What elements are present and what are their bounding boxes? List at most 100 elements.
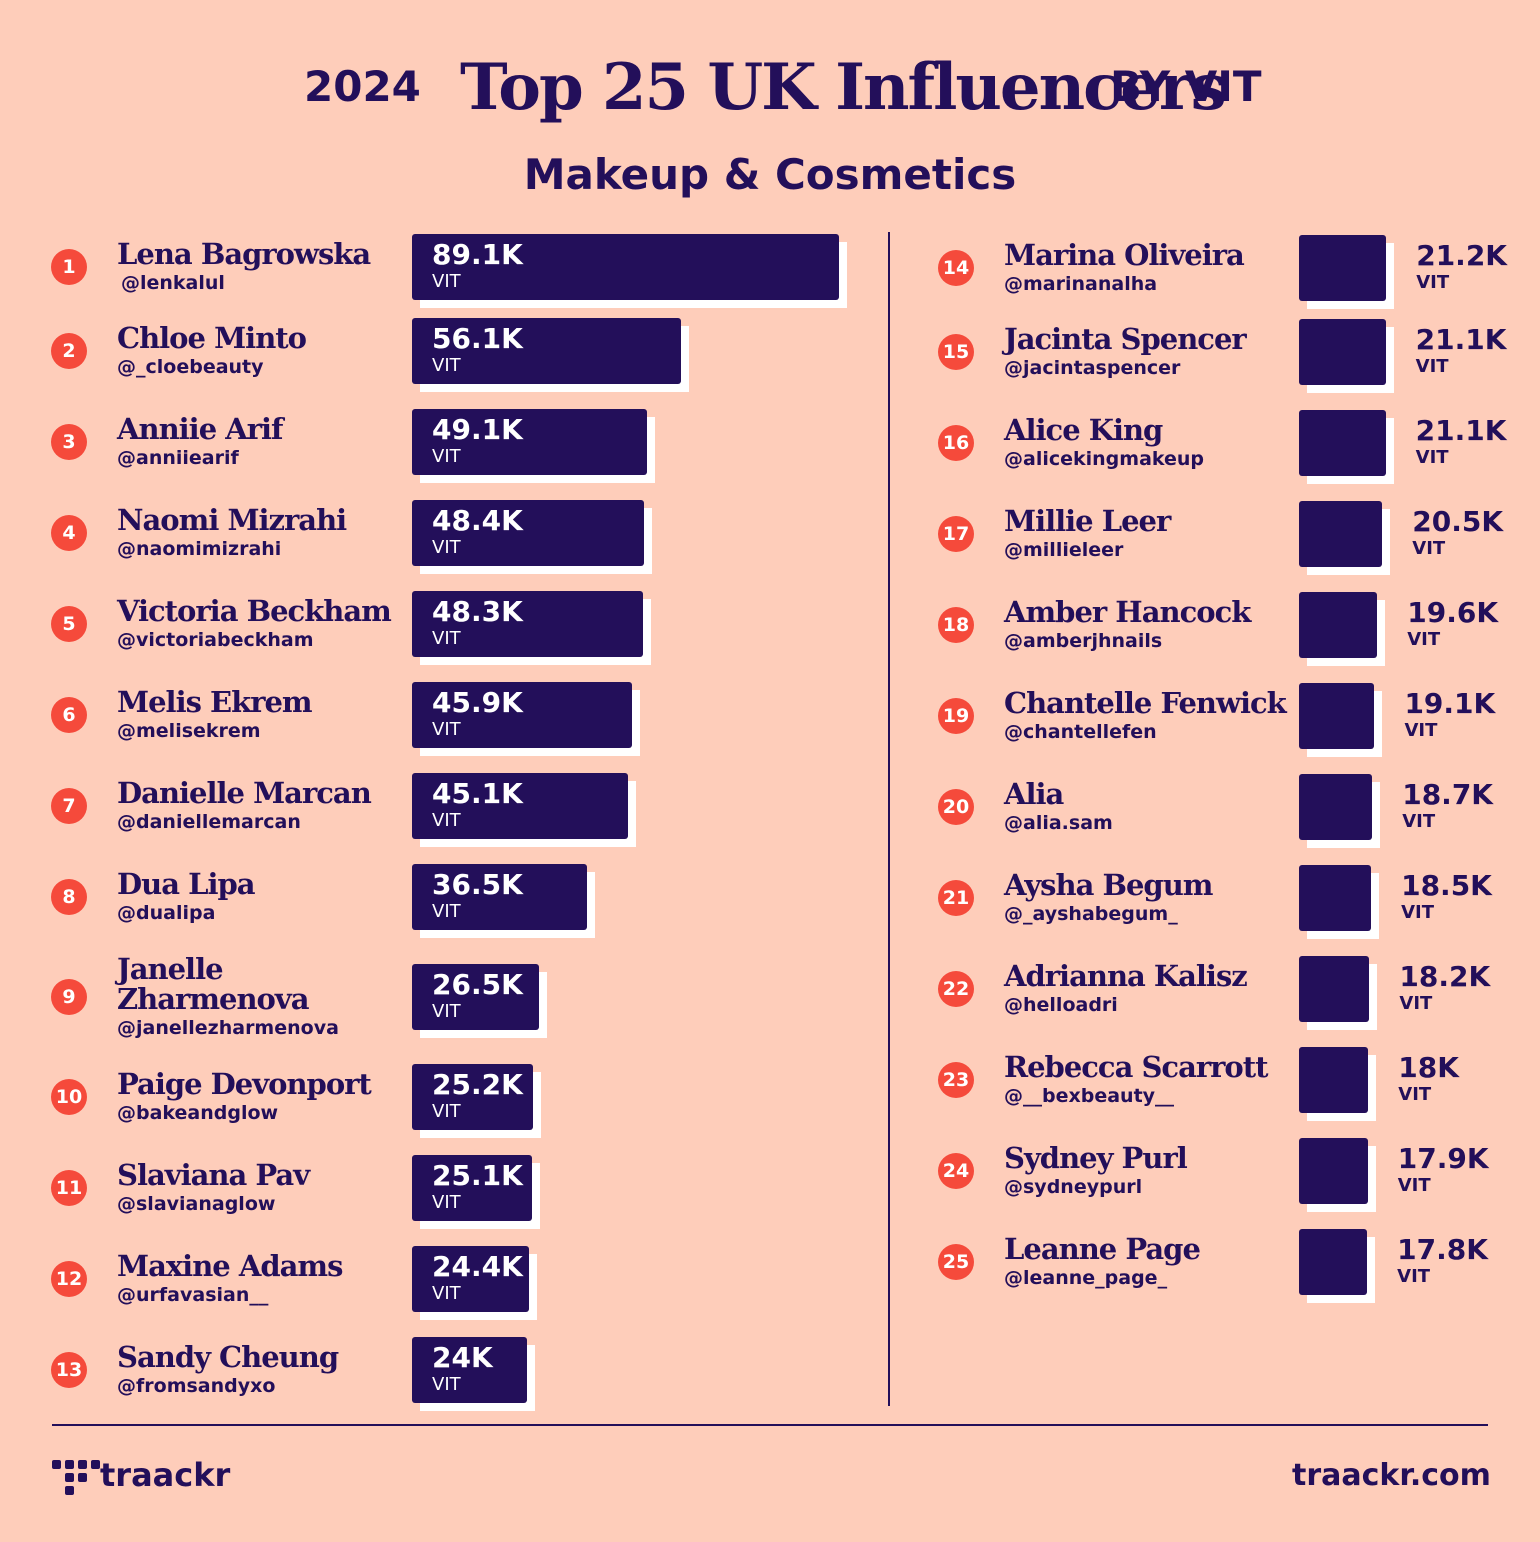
influencer-name: Marina Oliveira <box>1004 238 1245 272</box>
header-year: 2024 <box>304 62 421 111</box>
list-item: 18 Amber Hancock @amberjhnails 19.6K VIT <box>0 0 1540 666</box>
list-item: 25 Leanne Page @leanne_page_ 17.8K VIT <box>0 0 1540 1303</box>
influencer-handle: @melisekrem <box>117 720 261 742</box>
column-divider <box>888 232 890 1406</box>
header-subtitle: Makeup & Cosmetics <box>523 150 1017 199</box>
bar <box>1299 1047 1369 1113</box>
influencer-handle: @victoriabeckham <box>117 629 314 651</box>
rank-badge: 19 <box>938 698 974 734</box>
bar <box>412 591 644 657</box>
influencer-name: Dua Lipa <box>117 867 256 901</box>
value-label: 24K <box>432 1341 493 1374</box>
rank-badge: 1 <box>51 249 87 285</box>
bar <box>412 1064 533 1130</box>
value-unit: VIT <box>1404 720 1438 741</box>
value-unit: VIT <box>1415 356 1449 377</box>
rank-badge: 3 <box>51 424 87 460</box>
value-unit: VIT <box>1407 629 1441 650</box>
rank-badge: 21 <box>938 880 974 916</box>
influencer-handle: @marinanalha <box>1004 273 1158 295</box>
influencer-handle: @_cloebeauty <box>117 356 264 378</box>
influencer-handle: @naomimizrahi <box>117 538 282 560</box>
value-label: 25.1K <box>432 1159 523 1192</box>
value-unit: VIT <box>432 901 461 922</box>
value-label: 21.2K <box>1416 239 1507 272</box>
bar <box>1299 956 1370 1022</box>
rank-badge: 15 <box>938 334 974 370</box>
bar <box>1299 865 1372 931</box>
rank-badge: 10 <box>51 1079 87 1115</box>
list-item: 2 Chloe Minto @_cloebeauty 56.1K VIT <box>0 0 1540 392</box>
value-unit: VIT <box>1412 538 1446 559</box>
influencer-handle: @slavianaglow <box>117 1193 276 1215</box>
list-item: 9 Janelle Zharmenova @janellezharmenova 26.5… <box>0 0 1540 1039</box>
rank-badge: 14 <box>938 250 974 286</box>
list-item: 14 Marina Oliveira @marinanalha 21.2K VIT <box>0 0 1540 309</box>
influencer-name: Aysha Begum <box>1004 868 1213 902</box>
rank-badge: 16 <box>938 425 974 461</box>
bar <box>1299 683 1375 749</box>
rank-badge: 23 <box>938 1062 974 1098</box>
influencer-name: Adrianna Kalisz <box>1004 959 1248 993</box>
influencer-name: Lena Bagrowska <box>117 237 371 271</box>
value-unit: VIT <box>1397 1175 1431 1196</box>
influencer-handle: @sydneypurl <box>1004 1176 1143 1198</box>
list-item: 3 Anniie Arif @anniiearif 49.1K VIT <box>0 0 1540 483</box>
value-label: 49.1K <box>432 413 523 446</box>
value-label: 18.2K <box>1399 960 1491 993</box>
header-by: BY VIT <box>1110 62 1262 111</box>
list-item: 5 Victoria Beckham @victoriabeckham 48.3K VI… <box>0 0 1540 665</box>
bar <box>412 234 839 300</box>
website: traackr.com <box>1292 1458 1491 1493</box>
rank-badge: 8 <box>51 879 87 915</box>
bar <box>1299 1138 1368 1204</box>
influencer-name: Paige Devonport <box>117 1067 372 1101</box>
list-item: 22 Adrianna Kalisz @helloadri 18.2K VIT <box>0 0 1540 1030</box>
value-unit: VIT <box>1415 447 1449 468</box>
influencer-name: Rebecca Scarrott <box>1004 1050 1269 1084</box>
influencer-name: Naomi Mizrahi <box>117 503 347 537</box>
list-item: 8 Dua Lipa @dualipa 36.5K VIT <box>0 0 1540 938</box>
bar <box>1299 592 1378 658</box>
value-unit: VIT <box>432 1192 461 1213</box>
influencer-handle: @lenkalul <box>121 272 225 294</box>
value-label: 20.5K <box>1412 505 1504 538</box>
influencer-name: Millie Leer <box>1004 504 1171 538</box>
value-unit: VIT <box>432 1283 461 1304</box>
value-label: 18K <box>1398 1051 1459 1084</box>
footer-divider <box>52 1424 1488 1426</box>
influencer-name: Alia <box>1004 777 1064 811</box>
rank-badge: 13 <box>51 1352 87 1388</box>
influencer-name: Melis Ekrem <box>117 685 313 719</box>
list-item: 4 Naomi Mizrahi @naomimizrahi 48.4K VIT <box>0 0 1540 574</box>
bar <box>412 682 632 748</box>
value-label: 26.5K <box>432 968 523 1001</box>
value-label: 48.4K <box>432 504 523 537</box>
bar <box>1299 774 1373 840</box>
influencer-name: Janelle <box>117 952 224 986</box>
rank-badge: 6 <box>51 697 87 733</box>
influencer-name: Chloe Minto <box>117 321 307 355</box>
bar <box>412 964 539 1030</box>
list-item: 12 Maxine Adams @urfavasian__ 24.4K VIT <box>0 0 1540 1320</box>
value-label: 25.2K <box>432 1068 523 1101</box>
value-unit: VIT <box>1402 811 1436 832</box>
influencer-name: Danielle Marcan <box>117 776 372 810</box>
influencer-handle: @__bexbeauty__ <box>1004 1085 1175 1107</box>
influencer-name: Sandy Cheung <box>117 1340 339 1374</box>
value-label: 24.4K <box>432 1250 523 1283</box>
bar <box>1299 501 1383 567</box>
value-unit: VIT <box>1398 1084 1432 1105</box>
value-unit: VIT <box>432 1001 461 1022</box>
bar <box>412 1337 528 1403</box>
rank-badge: 12 <box>51 1261 87 1297</box>
value-unit: VIT <box>1401 902 1434 923</box>
value-unit: VIT <box>432 719 461 740</box>
bar <box>412 318 681 384</box>
bar <box>1299 1229 1368 1295</box>
influencer-name: Chantelle Fenwick <box>1004 686 1287 720</box>
value-label: 18.5K <box>1401 869 1492 902</box>
value-label: 48.3K <box>432 595 523 628</box>
value-label: 18.7K <box>1402 778 1493 811</box>
value-unit: VIT <box>1399 993 1433 1014</box>
